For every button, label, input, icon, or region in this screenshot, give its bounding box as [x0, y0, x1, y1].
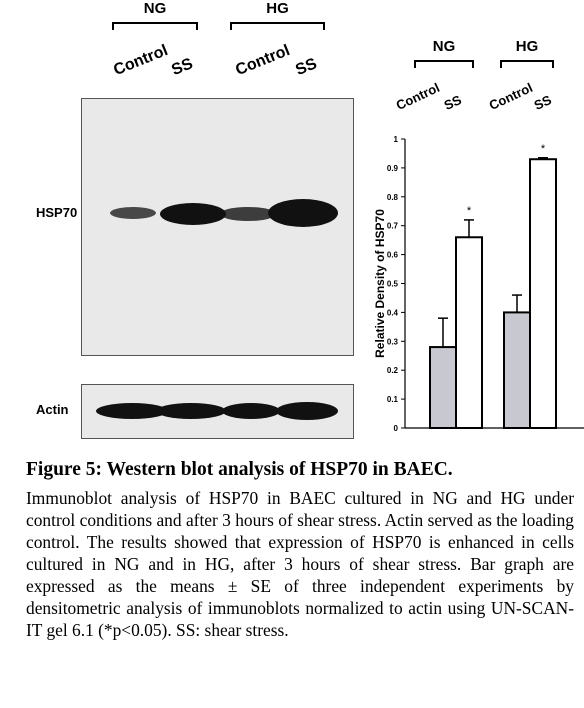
blot-row-label-hsp70: HSP70	[36, 205, 78, 220]
hsp70-band	[110, 207, 156, 219]
blot-lane-label: Control	[233, 42, 293, 80]
y-tick-label: 0.2	[387, 366, 399, 375]
actin-band	[222, 403, 280, 419]
hsp70-density-bar-chart: 0 0.1 0.2 0.3 0.4 0.5 0.6 0.7 0.8 0.9 1 Relative De…	[373, 135, 584, 433]
actin-band	[96, 403, 168, 419]
blot-lane-label: SS	[169, 55, 196, 80]
y-tick-label: 0.4	[387, 308, 399, 317]
y-tick-label: 0.9	[387, 164, 399, 173]
chart-category-label: SS	[531, 92, 554, 113]
caption-body: Immunoblot analysis of HSP70 in BAEC cul…	[26, 488, 574, 640]
caption-title: Figure 5: Western blot analysis of HSP70…	[26, 459, 453, 480]
blot-lane-label: Control	[111, 42, 171, 80]
y-tick-label: 0.3	[387, 337, 399, 346]
y-tick-label: 0.5	[387, 280, 399, 289]
actin-band	[156, 403, 226, 419]
hsp70-band	[160, 203, 226, 225]
hsp70-blot-panel	[81, 98, 354, 356]
y-tick-label: 0.6	[387, 251, 399, 260]
blot-group-ng-label: NG	[143, 0, 167, 17]
bar	[529, 158, 557, 429]
actin-blot-panel	[81, 384, 354, 439]
chart-group-ng-label: NG	[432, 38, 456, 55]
chart-group-ng-bracket	[414, 60, 474, 68]
y-tick-label: 0	[394, 424, 399, 433]
chart-category-label: Control	[486, 79, 535, 113]
y-axis-label: Relative Density of HSP70	[373, 209, 387, 358]
bar	[455, 236, 483, 430]
chart-group-hg-label: HG	[515, 38, 539, 55]
figure-caption: Figure 5: Western blot analysis of HSP70…	[26, 459, 574, 641]
chart-group-hg-bracket	[500, 60, 554, 68]
y-tick-label: 1	[394, 135, 399, 144]
chart-category-label: SS	[441, 92, 464, 113]
bar	[429, 346, 457, 429]
chart-category-label: Control	[393, 79, 442, 113]
significance-marker: *	[467, 205, 472, 217]
y-tick-label: 0.8	[387, 193, 399, 202]
y-tick-label: 0.7	[387, 222, 399, 231]
actin-band	[276, 402, 338, 420]
bar	[503, 311, 531, 429]
blot-group-hg-label: HG	[266, 0, 289, 17]
significance-marker: *	[541, 143, 546, 155]
blot-lane-label: SS	[293, 55, 320, 80]
hsp70-band	[268, 199, 338, 227]
y-tick-label: 0.1	[387, 395, 399, 404]
blot-group-hg-bracket	[230, 22, 325, 30]
blot-group-ng-bracket	[112, 22, 198, 30]
blot-row-label-actin: Actin	[36, 402, 69, 417]
hsp70-band	[220, 207, 276, 221]
